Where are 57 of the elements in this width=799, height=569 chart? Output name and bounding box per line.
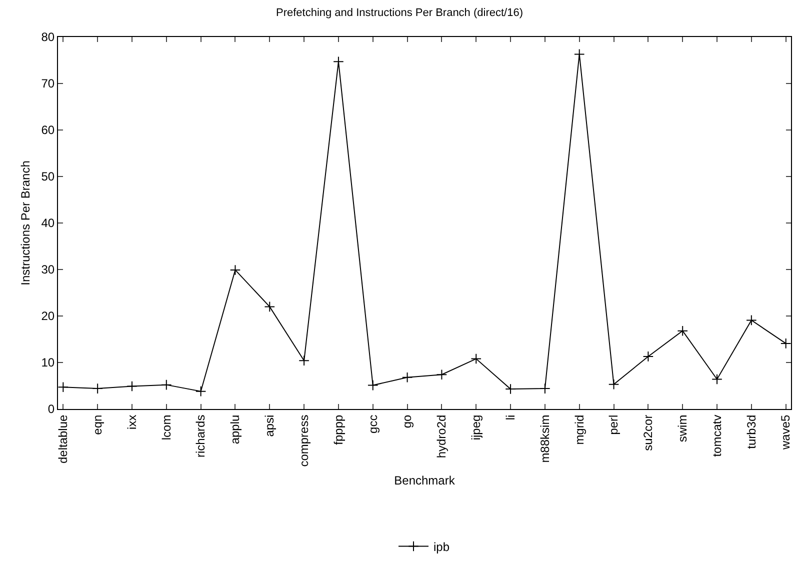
x-tick-label: gcc	[366, 414, 380, 434]
point	[436, 369, 448, 380]
x-tick-label: m88ksim	[538, 414, 552, 463]
x-tick-label: eqn	[90, 414, 104, 435]
x-tick-label: ixx	[124, 414, 139, 430]
x-tick-label: perl	[606, 414, 621, 435]
x-tick-label: apsi	[262, 414, 277, 437]
point	[264, 301, 276, 312]
x-tick-label: mgrid	[572, 414, 586, 445]
point	[608, 378, 620, 390]
x-tick-label: wave5	[778, 414, 793, 450]
x-tick-label: su2cor	[641, 414, 656, 451]
point	[230, 264, 241, 276]
x-tick-label: deltablue	[56, 414, 70, 464]
point	[505, 384, 516, 394]
x-tick-label: turb3d	[744, 414, 758, 449]
legend-label: ipb	[434, 540, 450, 554]
x-tick-label: hydro2d	[434, 414, 449, 458]
x-tick-label: li	[503, 414, 518, 420]
point	[367, 380, 378, 391]
x-tick-label: richards	[194, 414, 208, 458]
point	[298, 355, 310, 366]
y-tick-label: 70	[41, 76, 55, 91]
y-tick-label: 30	[41, 262, 55, 277]
point	[126, 380, 138, 392]
y-tick-label: 40	[41, 216, 55, 230]
x-tick-label: applu	[228, 414, 242, 444]
point	[574, 48, 585, 60]
point	[195, 386, 206, 397]
y-tick-label: 60	[41, 123, 55, 138]
x-tick-label: compress	[296, 414, 311, 467]
point	[712, 374, 722, 385]
x-tick-label: ijpeg	[469, 414, 484, 440]
chart-title: Prefetching and Instructions Per Branch (direct/16)	[276, 7, 524, 20]
point	[642, 351, 654, 362]
point	[540, 383, 550, 394]
point	[333, 56, 344, 68]
point	[58, 382, 69, 393]
x-tick-label: fpppp	[331, 414, 346, 445]
x-tick-label: swim	[676, 414, 690, 442]
point	[780, 338, 792, 349]
point	[161, 379, 172, 390]
y-tick-label: 10	[41, 356, 55, 370]
point	[470, 353, 482, 364]
point	[402, 372, 413, 383]
y-axis-title: Instructions Per Branch	[18, 160, 33, 286]
x-tick-label: tomcatv	[710, 414, 724, 457]
y-tick-label: 0	[48, 402, 55, 416]
y-tick-label: 50	[41, 170, 55, 184]
point	[92, 383, 103, 394]
point	[746, 314, 757, 326]
x-tick-label: go	[400, 414, 414, 428]
y-tick-label: 80	[41, 30, 55, 44]
x-tick-label: lcom	[159, 414, 174, 440]
x-axis-title: Benchmark	[394, 474, 456, 488]
y-tick-label: 20	[41, 309, 55, 324]
point	[677, 325, 688, 336]
